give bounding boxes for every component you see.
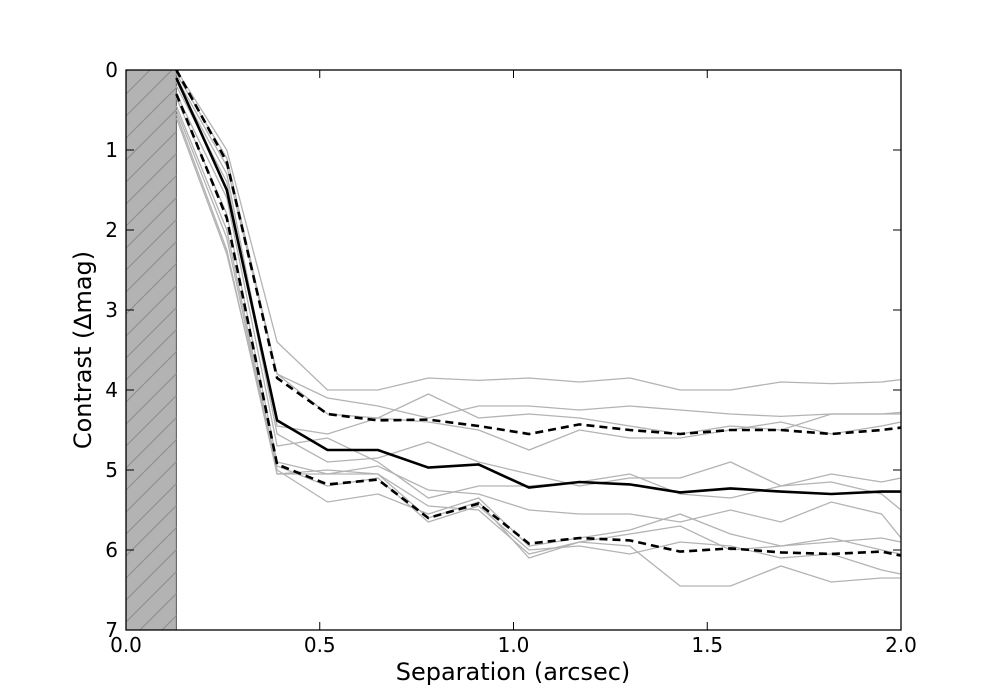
- y-tick-label: 2: [105, 218, 118, 242]
- individual-curve-2: [175, 73, 901, 419]
- individual-curve-6: [175, 93, 901, 511]
- excluded-region-hatch: [126, 70, 177, 630]
- summary-curve-solid: [175, 77, 901, 496]
- y-tick-label: 4: [105, 378, 118, 402]
- individual-curve-11: [175, 117, 901, 575]
- summary-curve-dashed-3: [175, 93, 901, 557]
- x-tick-label: 0.5: [304, 633, 336, 657]
- excluded-region: [125, 69, 177, 631]
- y-tick-label: 1: [105, 138, 118, 162]
- individual-curve-4: [175, 81, 901, 451]
- summary-curve-dashed-1: [175, 70, 901, 436]
- y-tick-label: 5: [105, 458, 118, 482]
- y-tick-label: 7: [105, 618, 118, 642]
- individual-curve-1: [175, 70, 901, 391]
- y-tick-label: 6: [105, 538, 118, 562]
- x-tick-label: 1.0: [498, 633, 530, 657]
- x-tick-label: 2.0: [885, 633, 917, 657]
- y-axis-label: Contrast (∆mag): [69, 251, 97, 449]
- individual-curves: [175, 70, 901, 587]
- individual-curve-7: [175, 97, 901, 539]
- individual-curve-3: [175, 77, 901, 435]
- y-tick-label: 3: [105, 298, 118, 322]
- individual-curve-10: [175, 113, 901, 587]
- x-axis-ticks: 0.0 0.5 1.0 1.5 2.0: [110, 70, 917, 657]
- individual-curve-5: [175, 85, 901, 487]
- x-tick-label: 0.0: [110, 633, 142, 657]
- summary-curves: [175, 70, 901, 557]
- x-tick-label: 1.5: [691, 633, 723, 657]
- x-axis-label: Separation (arcsec): [396, 658, 631, 686]
- y-axis-ticks: 0 1 2 3 4 5 6 7: [105, 58, 901, 642]
- y-tick-label: 0: [105, 58, 118, 82]
